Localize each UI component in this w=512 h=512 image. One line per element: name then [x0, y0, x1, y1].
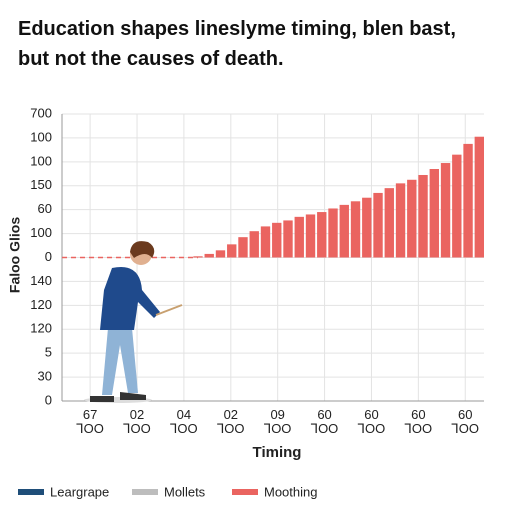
- bar: [384, 188, 394, 258]
- y-tick-label: 150: [30, 177, 52, 192]
- bar: [395, 183, 406, 258]
- bar: [249, 231, 259, 258]
- shoe: [120, 392, 146, 400]
- y-tick-label: 120: [30, 321, 52, 336]
- bar: [407, 179, 417, 258]
- x-tick-label: 60 ꓶOO: [357, 407, 386, 436]
- x-tick-label: 67 ꓶOO: [76, 407, 104, 436]
- y-tick-label: 100: [30, 129, 52, 144]
- shoe: [90, 396, 114, 402]
- y-tick-label: 140: [30, 273, 52, 288]
- bar: [272, 222, 282, 258]
- chart-title: Education shapes lineslyme timing, blen …: [18, 18, 456, 70]
- legs: [102, 328, 138, 395]
- legend-label: Leargrape: [50, 484, 109, 499]
- bar: [238, 237, 248, 258]
- stick: [155, 304, 183, 316]
- bar: [350, 201, 361, 258]
- bar: [474, 136, 484, 258]
- x-tick-label: 02 ꓶOO: [123, 407, 151, 436]
- bar: [294, 216, 304, 258]
- y-tick-label: 0: [45, 392, 52, 407]
- y-tick-label: 0: [45, 249, 52, 264]
- bar: [305, 214, 316, 258]
- bar: [452, 154, 462, 258]
- y-tick-label: 100: [30, 225, 52, 240]
- bar: [317, 212, 327, 258]
- bar: [418, 174, 428, 258]
- y-tick-label: 700: [30, 105, 52, 120]
- y-axis-label: Faloo Glios: [7, 217, 23, 293]
- x-tick-label: 60 ꓶOO: [310, 407, 339, 436]
- bar: [260, 226, 271, 258]
- person-illustration: [84, 241, 183, 403]
- legend-label: Mollets: [164, 484, 206, 499]
- legend-label: Moothing: [264, 484, 317, 499]
- x-tick-label: 04 ꓶOO: [170, 407, 198, 436]
- y-tick-label: 100: [30, 153, 52, 168]
- legend-swatch: [18, 489, 44, 495]
- bar: [429, 169, 439, 258]
- bar: [440, 163, 451, 258]
- bar: [227, 244, 237, 258]
- bar: [339, 204, 349, 258]
- bar: [362, 197, 372, 258]
- bar: [373, 192, 383, 258]
- legend-swatch: [132, 489, 158, 495]
- jacket: [100, 266, 160, 330]
- x-tick-label: 60 ꓶOO: [404, 407, 433, 436]
- y-tick-label: 120: [30, 297, 52, 312]
- bar: [463, 143, 473, 258]
- y-tick-label: 60: [38, 201, 52, 216]
- hair: [130, 241, 155, 258]
- x-tick-label: 60 ꓶOO: [451, 407, 479, 436]
- x-axis-label: Timing: [253, 444, 302, 461]
- x-tick-label: 02 ꓶOO: [217, 407, 245, 436]
- bar: [283, 220, 293, 258]
- bar: [204, 253, 214, 258]
- bar: [215, 250, 226, 258]
- bar: [328, 208, 338, 258]
- legend-swatch: [232, 489, 258, 495]
- y-tick-label: 30: [38, 369, 52, 384]
- x-tick-label: 09 ꓶOO: [263, 407, 292, 436]
- y-tick-label: 5: [45, 345, 52, 360]
